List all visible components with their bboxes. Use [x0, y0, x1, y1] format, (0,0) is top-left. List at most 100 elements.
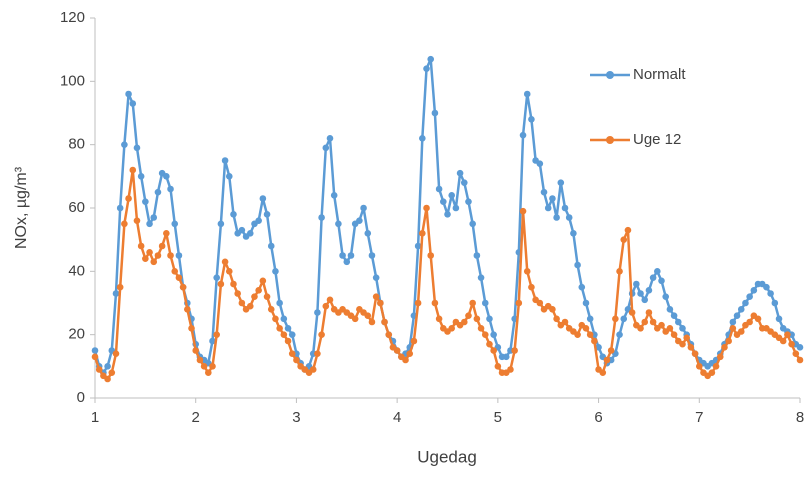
data-point — [477, 325, 485, 332]
x-tick-label: 7 — [695, 409, 703, 426]
data-point — [779, 337, 787, 345]
data-point — [666, 306, 674, 313]
y-tick-label: 120 — [60, 9, 85, 26]
data-point — [536, 299, 544, 307]
x-tick-label: 6 — [594, 409, 602, 426]
data-point — [142, 198, 149, 205]
data-point — [549, 306, 556, 313]
legend-marker — [606, 71, 614, 79]
data-point — [490, 347, 497, 354]
data-point — [326, 296, 334, 304]
data-point — [188, 325, 195, 332]
data-point — [502, 353, 510, 361]
data-point — [205, 369, 212, 376]
data-point — [372, 274, 380, 281]
data-point — [171, 220, 179, 228]
data-point — [557, 179, 565, 186]
data-point — [263, 293, 271, 300]
data-point — [423, 204, 430, 212]
data-point — [280, 315, 288, 323]
data-point — [238, 226, 246, 234]
data-point — [725, 337, 732, 345]
data-point — [691, 350, 699, 357]
data-point — [599, 369, 607, 376]
data-point — [150, 214, 158, 221]
data-point — [763, 283, 770, 291]
data-point — [347, 252, 355, 259]
data-point — [288, 350, 296, 357]
data-point — [435, 315, 443, 323]
data-point — [670, 312, 678, 319]
data-point — [784, 331, 791, 338]
data-point — [238, 299, 246, 307]
data-point — [267, 306, 275, 313]
data-point — [477, 274, 485, 281]
data-point — [645, 287, 653, 294]
data-point — [121, 220, 128, 228]
data-point — [356, 217, 363, 224]
data-point — [431, 299, 439, 307]
data-point — [737, 328, 745, 335]
data-point — [737, 306, 745, 313]
data-point — [561, 204, 569, 212]
data-point — [95, 366, 103, 373]
data-point — [641, 318, 649, 326]
data-point — [246, 230, 254, 237]
data-point — [280, 331, 288, 338]
data-point — [263, 211, 271, 218]
data-point — [536, 160, 544, 167]
data-point — [284, 325, 292, 332]
data-point — [662, 293, 670, 300]
y-tick-label: 40 — [68, 262, 85, 279]
data-point — [175, 274, 183, 281]
data-point — [234, 290, 241, 297]
x-tick-label: 3 — [292, 409, 300, 426]
data-point — [163, 173, 170, 180]
data-point — [293, 356, 300, 364]
data-point — [364, 230, 372, 237]
data-point — [423, 65, 430, 72]
y-tick-label: 80 — [68, 136, 85, 153]
data-point — [104, 363, 111, 370]
data-point — [658, 321, 665, 329]
data-point — [637, 290, 644, 297]
data-point — [209, 363, 216, 370]
data-point — [796, 344, 804, 351]
data-point — [507, 366, 514, 373]
data-point — [733, 312, 741, 319]
data-point — [259, 277, 267, 285]
data-point — [414, 242, 422, 250]
data-point — [654, 268, 661, 275]
y-tick-label: 60 — [68, 199, 85, 216]
data-point — [272, 268, 279, 275]
y-tick-label: 0 — [77, 389, 85, 406]
data-point — [641, 296, 649, 304]
data-point — [137, 173, 145, 180]
data-point — [469, 299, 476, 307]
legend-marker — [606, 136, 614, 144]
data-point — [255, 217, 262, 224]
data-point — [440, 198, 447, 205]
data-point — [402, 356, 409, 364]
data-point — [112, 350, 120, 357]
data-point — [792, 350, 800, 357]
data-point — [595, 344, 602, 351]
data-point — [465, 198, 472, 205]
data-point — [519, 207, 527, 215]
data-point — [419, 230, 426, 237]
data-point — [314, 350, 321, 357]
data-point — [435, 185, 443, 193]
data-point — [146, 249, 153, 256]
data-point — [259, 195, 267, 202]
data-point — [431, 109, 439, 117]
data-point — [368, 252, 376, 259]
data-point — [364, 312, 372, 319]
legend-label: Normalt — [633, 66, 686, 83]
data-point — [154, 252, 162, 259]
data-point — [771, 299, 779, 307]
data-point — [746, 293, 753, 300]
data-point — [649, 318, 657, 326]
data-point — [339, 252, 346, 259]
data-point — [196, 356, 204, 364]
